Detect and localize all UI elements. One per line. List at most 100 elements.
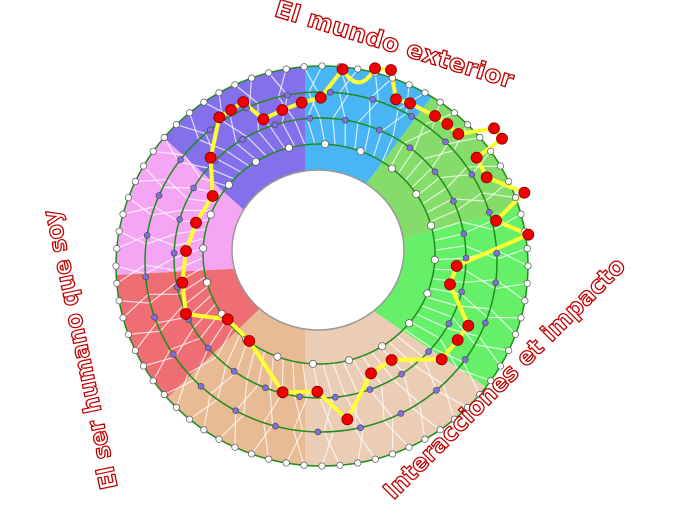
edge-node xyxy=(172,121,180,129)
edge-node xyxy=(200,426,208,434)
ring-node xyxy=(143,232,151,239)
inner-white-node xyxy=(199,244,208,253)
highlight-node xyxy=(213,111,226,124)
spoke xyxy=(354,72,379,150)
spoke xyxy=(433,268,528,290)
edge-node xyxy=(524,262,532,270)
edge-node xyxy=(371,455,379,463)
ring-node xyxy=(408,112,415,120)
inner-white-node xyxy=(321,140,330,149)
ring-node xyxy=(397,410,405,417)
ring-node xyxy=(239,135,246,143)
edge-node xyxy=(517,314,525,322)
highlight-node xyxy=(470,151,483,164)
inner-white-node xyxy=(203,278,211,287)
spoke xyxy=(128,197,213,216)
inner-white-node xyxy=(224,180,233,189)
edge-node xyxy=(149,377,157,385)
inner-white-node xyxy=(388,164,396,173)
spoke xyxy=(116,257,204,284)
highlight-node xyxy=(206,190,219,202)
highlight-node xyxy=(462,319,475,332)
spoke xyxy=(422,165,501,205)
highlight-node xyxy=(369,62,381,75)
spoke xyxy=(426,181,510,214)
ring-node xyxy=(204,344,212,352)
highlight-node xyxy=(490,214,502,227)
highlight-node xyxy=(243,335,256,347)
edge-node xyxy=(318,62,326,70)
edge-node xyxy=(131,177,139,186)
edge-node xyxy=(247,450,256,458)
spoke xyxy=(152,311,222,382)
highlight-node xyxy=(452,128,465,140)
spoke xyxy=(332,362,365,464)
inner-white-node xyxy=(423,289,432,298)
highlight-node xyxy=(204,151,217,164)
highlight-node xyxy=(444,278,456,291)
ring-node xyxy=(142,273,149,281)
spoke xyxy=(119,266,205,304)
edge-node xyxy=(521,297,529,305)
edge-node xyxy=(354,459,362,467)
highlight-node xyxy=(237,96,250,108)
highlight-node xyxy=(365,367,377,380)
highlight-path-line xyxy=(180,66,531,422)
edge-node xyxy=(496,162,504,170)
edge-node xyxy=(140,362,148,370)
highlight-node xyxy=(435,353,448,366)
spoke xyxy=(432,213,522,232)
ring-node xyxy=(406,144,414,151)
ring-node xyxy=(442,138,449,146)
nodes xyxy=(112,62,535,470)
ring-node xyxy=(170,351,177,358)
spoke xyxy=(292,362,308,466)
edge-node xyxy=(113,279,121,287)
ring-node xyxy=(170,249,178,257)
spoke xyxy=(312,363,334,467)
spoke xyxy=(396,335,468,408)
ring-node xyxy=(232,407,239,414)
highlight-node xyxy=(276,104,289,116)
spoke xyxy=(218,346,257,440)
edge-node xyxy=(505,177,513,186)
spoke xyxy=(434,245,528,260)
ring-node xyxy=(458,288,465,296)
spoke xyxy=(218,92,267,157)
ring-node xyxy=(306,115,314,122)
ring-node xyxy=(272,422,279,430)
edge-node xyxy=(149,147,157,155)
ring-node xyxy=(342,116,349,124)
edge-node xyxy=(200,98,208,106)
ring-node xyxy=(326,88,334,96)
edge-node xyxy=(421,435,429,443)
edge-node xyxy=(215,435,223,443)
edge-node xyxy=(318,462,326,470)
inner-white-node xyxy=(308,359,317,368)
ring-node xyxy=(314,428,322,436)
edge-node xyxy=(505,346,513,355)
highlight-node xyxy=(404,97,416,110)
spoke xyxy=(135,178,217,203)
highlight-node xyxy=(496,132,508,145)
ring-node xyxy=(271,121,279,129)
edge-node xyxy=(231,81,239,89)
label-el-ser-humano-que-soy: El ser humano que soy xyxy=(37,207,124,492)
ring-node xyxy=(262,384,269,392)
ring-node xyxy=(445,320,453,328)
spoke xyxy=(303,66,319,145)
inner-white-node xyxy=(427,221,435,230)
ring-node xyxy=(177,156,184,163)
spoke xyxy=(203,101,258,162)
edge-node xyxy=(464,403,472,411)
ring-node xyxy=(493,249,501,257)
ring-node xyxy=(151,314,158,321)
spoke xyxy=(285,361,304,464)
highlight-node xyxy=(450,260,463,272)
edge-node xyxy=(512,330,520,338)
inner-white-node xyxy=(251,157,260,166)
highlight-node xyxy=(488,122,500,135)
highlight-node xyxy=(221,313,234,326)
